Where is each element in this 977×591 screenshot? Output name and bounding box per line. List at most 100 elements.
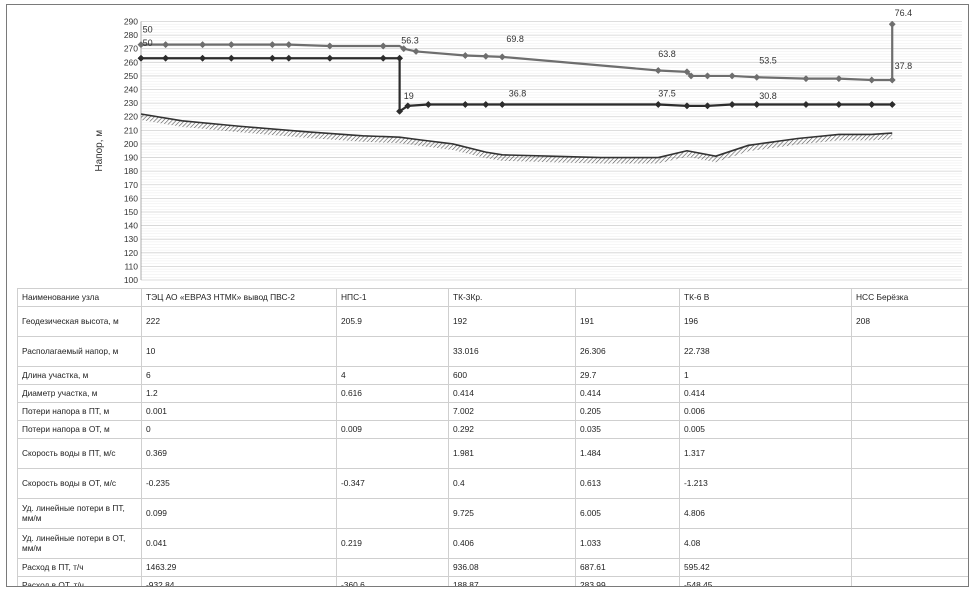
point-marker (227, 41, 235, 49)
series-line-upper_dark_line (141, 57, 401, 112)
table-cell: -360.6 (336, 576, 449, 586)
row-header: Геодезическая высота, м (17, 306, 142, 337)
table-cell: 1.484 (575, 438, 680, 469)
table-cell (851, 336, 968, 367)
data-annotation: 37.5 (658, 88, 676, 98)
y-tick-label: 190 (124, 153, 138, 163)
table-cell (851, 576, 968, 586)
point-marker (396, 54, 404, 62)
table-cell: ТЭЦ АО «ЕВРАЗ НТМК» вывод ПВС-2 (141, 288, 337, 307)
table-row: Располагаемый напор, м 10 33.016 26.306 22.7… (17, 336, 968, 367)
table-cell: 4 (336, 366, 449, 385)
table-cell: 0.099 (141, 498, 337, 529)
point-marker (753, 100, 761, 109)
y-tick-label: 120 (124, 248, 138, 258)
table-cell: 0.406 (448, 528, 576, 559)
table-cell: 10 (141, 336, 337, 367)
data-annotation: 69.8 (506, 34, 524, 44)
table-cell (851, 366, 968, 385)
data-annotation: 50 (143, 24, 153, 34)
data-annotation: 63.8 (658, 49, 676, 59)
table-cell: -548.45 (679, 576, 852, 586)
table-cell: 0.219 (336, 528, 449, 559)
row-header: Скорость воды в ОТ, м/с (17, 468, 142, 499)
table-cell: 0.414 (575, 384, 680, 403)
table-cell: 0.292 (448, 420, 576, 439)
y-tick-label: 170 (124, 180, 138, 190)
table-cell: 29.7 (575, 366, 680, 385)
table-cell: 0.006 (679, 402, 852, 421)
row-header: Уд. линейные потери в ОТ, мм/м (17, 528, 142, 559)
table-row: Скорость воды в ПТ, м/с 0.369 1.981 1.484 1.… (17, 438, 968, 469)
table-cell (851, 468, 968, 499)
point-marker (703, 102, 712, 110)
table-cell: 283.99 (575, 576, 680, 586)
row-header: Расход в ОТ, т/ч (17, 576, 142, 586)
point-marker (379, 54, 387, 62)
row-header: Расход в ПТ, т/ч (17, 558, 142, 577)
y-tick-label: 240 (124, 85, 138, 95)
y-axis-label: Напор, м (94, 130, 105, 172)
table-cell: 33.016 (448, 336, 576, 367)
table-cell: 9.725 (448, 498, 576, 529)
point-marker (888, 20, 896, 28)
table-cell: -0.235 (141, 468, 337, 499)
point-marker (199, 41, 207, 49)
point-marker (802, 100, 810, 109)
table-cell (336, 336, 449, 367)
table-cell: 600 (448, 366, 576, 385)
table-cell: 936.08 (448, 558, 576, 577)
table-cell (851, 438, 968, 469)
table-cell: 208 (851, 306, 968, 337)
point-marker (888, 100, 896, 109)
data-annotation: 53.5 (759, 56, 777, 66)
table-cell: 188.87 (448, 576, 576, 586)
data-annotation: 36.8 (509, 88, 527, 98)
table-cell: 1.2 (141, 384, 337, 403)
y-tick-label: 100 (124, 275, 138, 285)
point-marker (400, 45, 408, 53)
table-row: Длина участка, м 6 4 600 29.7 1 (17, 366, 968, 385)
point-marker (396, 107, 404, 115)
point-marker (835, 100, 843, 109)
y-tick-label: 230 (124, 98, 138, 108)
point-marker (404, 102, 412, 110)
point-marker (285, 41, 293, 49)
y-tick-label: 260 (124, 57, 138, 67)
y-tick-label: 140 (124, 221, 138, 231)
table-row: Потери напора в ПТ, м 0.001 7.002 0.205 0.00… (17, 402, 968, 421)
point-marker (199, 54, 207, 62)
point-marker (482, 100, 490, 109)
row-header: Длина участка, м (17, 366, 142, 385)
data-annotation: 56.3 (401, 35, 419, 45)
point-marker (285, 54, 293, 62)
table-cell: 0.205 (575, 402, 680, 421)
row-header: Скорость воды в ПТ, м/с (17, 438, 142, 469)
table-row: Уд. линейные потери в ОТ, мм/м 0.041 0.219… (17, 528, 968, 559)
data-annotation: 50 (143, 38, 153, 48)
point-marker (162, 54, 170, 62)
point-marker (137, 54, 145, 62)
table-cell (851, 558, 968, 577)
y-tick-label: 250 (124, 71, 138, 81)
table-cell (336, 438, 449, 469)
series-line-return_line (399, 103, 893, 113)
table-cell: 6.005 (575, 498, 680, 529)
row-header: Потери напора в ОТ, м (17, 420, 142, 439)
row-header: Уд. линейные потери в ПТ, мм/м (17, 498, 142, 529)
table-cell: 205.9 (336, 306, 449, 337)
point-marker (802, 75, 810, 83)
table-cell: 0.001 (141, 402, 337, 421)
table-cell: 0.041 (141, 528, 337, 559)
table-cell: -0.347 (336, 468, 449, 499)
table-cell: 0.009 (336, 420, 449, 439)
table-cell: 1.317 (679, 438, 852, 469)
row-header: Располагаемый напор, м (17, 336, 142, 367)
table-cell (851, 420, 968, 439)
point-marker (379, 42, 387, 50)
point-marker (868, 76, 876, 84)
table-cell: ТК-3Кр. (448, 288, 576, 307)
point-marker (412, 47, 420, 55)
point-marker (326, 42, 334, 50)
point-marker (461, 51, 469, 60)
